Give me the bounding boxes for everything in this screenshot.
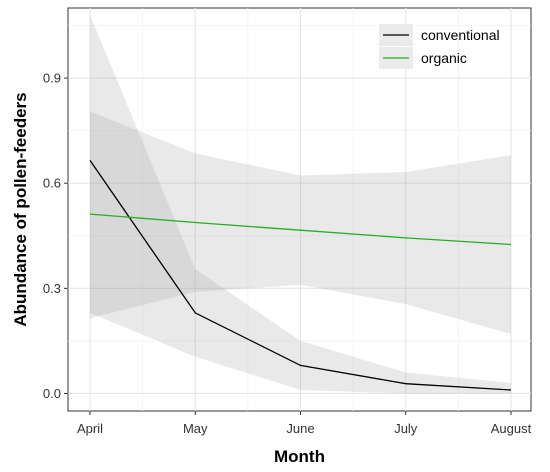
y-tick-label: 0.6: [43, 176, 61, 191]
series-lines: [89, 160, 512, 391]
confidence-band-organic: [90, 111, 511, 334]
y-tick-label: 0.0: [43, 386, 61, 401]
x-tick-label: May: [183, 421, 208, 436]
confidence-band-conventional: [90, 15, 511, 394]
x-tick-label: April: [77, 421, 103, 436]
y-axis-ticks: 0.0 0.3 0.6 0.9: [43, 71, 68, 401]
x-tick-label: June: [286, 421, 314, 436]
legend-label-organic: organic: [421, 50, 467, 66]
y-axis-title: Abundance of pollen-feeders: [11, 92, 30, 326]
x-axis-title: Month: [274, 447, 325, 466]
legend: conventional organic: [379, 24, 500, 69]
plot-panel: [67, 7, 532, 412]
legend-label-conventional: conventional: [421, 27, 500, 43]
series-line-conventional: [89, 160, 512, 391]
x-tick-label: August: [491, 421, 532, 436]
y-tick-label: 0.3: [43, 281, 61, 296]
grid-lines: [68, 8, 531, 411]
confidence-bands: [90, 15, 511, 394]
x-tick-label: July: [394, 421, 418, 436]
y-tick-label: 0.9: [43, 71, 61, 86]
x-axis-ticks: April May June July August: [77, 411, 532, 436]
series-line-organic: [89, 213, 512, 246]
